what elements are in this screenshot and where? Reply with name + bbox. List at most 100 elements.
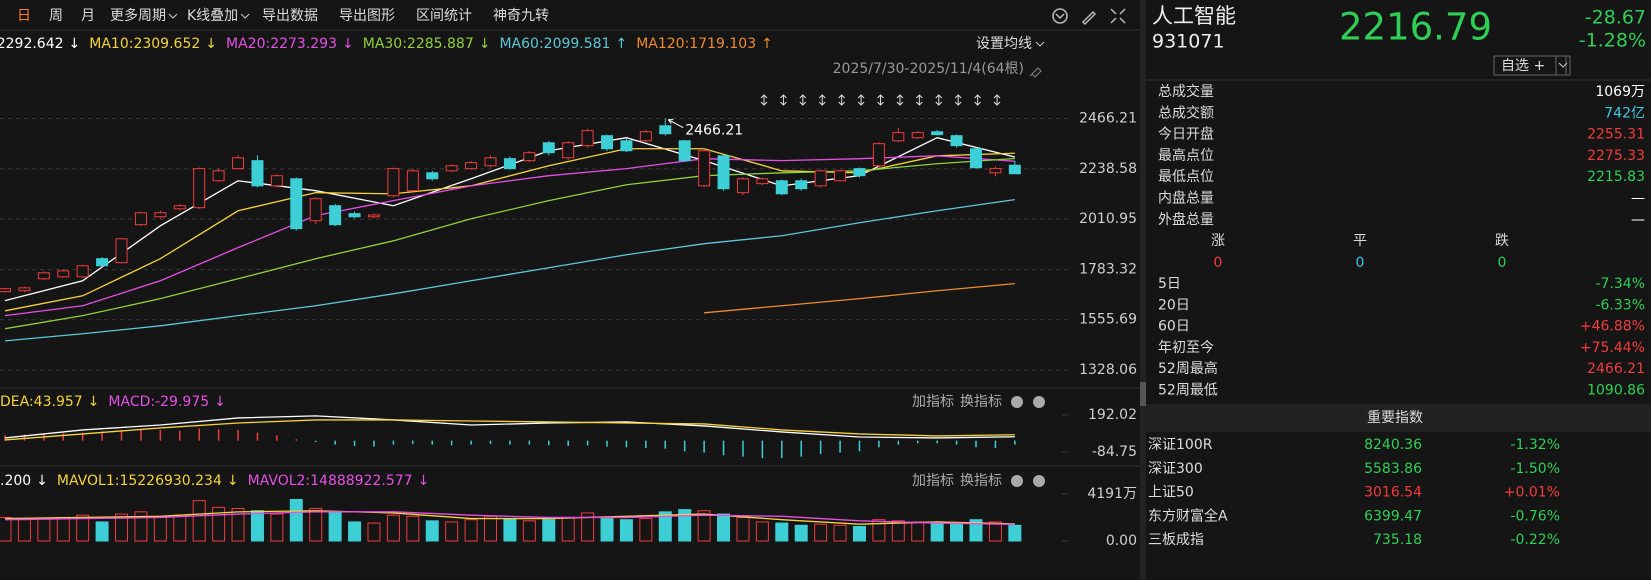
- candle-body: [484, 157, 497, 167]
- volume-bar: [950, 523, 964, 542]
- volume-bar: [794, 524, 808, 542]
- volume-bar: [309, 507, 323, 542]
- index-change: -1.32%: [1510, 437, 1560, 453]
- y-tick-label: 2466.21: [1079, 111, 1137, 127]
- index-name[interactable]: 上证50: [1148, 485, 1194, 501]
- candle-body: [309, 198, 322, 222]
- signal-icon: [838, 94, 846, 106]
- toolbar-action[interactable]: 区间统计: [416, 8, 472, 24]
- volume-bar: [775, 522, 789, 542]
- price-change: -28.67: [1585, 7, 1646, 29]
- period-tab[interactable]: 周: [49, 8, 63, 24]
- y-tick-label: -84.75: [1092, 444, 1137, 460]
- candle-body: [212, 170, 225, 182]
- menu[interactable]: 更多周期: [110, 7, 166, 24]
- settings-icon[interactable]: [1011, 475, 1023, 487]
- candle-body: [367, 214, 380, 218]
- stat-value: 2255.31: [1587, 127, 1645, 143]
- toolbar-action[interactable]: 神奇九转: [493, 7, 549, 24]
- volume-bar: [367, 522, 381, 542]
- candle-body: [736, 178, 749, 194]
- close-icon[interactable]: [1033, 475, 1045, 487]
- candle-body: [756, 178, 769, 185]
- volume-bar: [289, 498, 303, 542]
- pin-icon: [1029, 67, 1042, 78]
- settings-icon[interactable]: [1011, 396, 1023, 408]
- y-tick-label: 4191万: [1087, 486, 1137, 502]
- candle-body: [562, 142, 575, 159]
- volume-bar: [1008, 524, 1022, 542]
- index-name[interactable]: 三板成指: [1148, 532, 1204, 548]
- line-series: [4, 157, 1015, 330]
- candle-body: [601, 135, 614, 150]
- index-header-bg: [1146, 404, 1651, 432]
- candle-body: [115, 238, 128, 264]
- volume-bar: [134, 511, 148, 542]
- index-value: 5583.86: [1364, 461, 1422, 477]
- watch-button-frame[interactable]: [1493, 55, 1567, 76]
- index-value: 735.18: [1373, 532, 1422, 548]
- return-label: 60日: [1158, 319, 1190, 335]
- line-series: [4, 148, 1015, 312]
- candle-body: [814, 170, 827, 187]
- volume-bar: [542, 519, 556, 542]
- candle-body: [270, 175, 283, 187]
- candle-body: [57, 270, 70, 278]
- menu[interactable]: K线叠加: [187, 8, 238, 24]
- index-name[interactable]: 深证300: [1148, 461, 1203, 477]
- index-name[interactable]: 东方财富全A: [1148, 507, 1228, 524]
- period-tab[interactable]: 月: [81, 8, 95, 24]
- legend-entry: MACD:-29.975: [108, 394, 209, 410]
- volume-bar: [348, 521, 362, 542]
- scrollbar[interactable]: [1140, 0, 1146, 580]
- stat-value: 1069万: [1595, 84, 1645, 100]
- volume-bar: [833, 524, 847, 542]
- stat-value: 2275.33: [1587, 148, 1645, 164]
- volume-bar: [911, 521, 925, 542]
- watch-dropdown[interactable]: [1555, 55, 1571, 76]
- candle-body: [193, 168, 206, 209]
- signal-icon: [954, 94, 962, 106]
- legend-entry: MA20:2273.293: [226, 36, 337, 52]
- legend-arrow: ↑: [615, 36, 627, 52]
- volume-bar: [814, 523, 828, 542]
- volume-bar: [95, 521, 109, 542]
- breadth-count: 0: [1498, 255, 1507, 271]
- fullscreen-icon[interactable]: [1110, 8, 1126, 24]
- toolbar-action[interactable]: 导出图形: [339, 8, 395, 24]
- legend-arrow: ↓: [88, 394, 100, 410]
- period-tab[interactable]: 日: [17, 8, 31, 24]
- volume-bar: [988, 521, 1002, 542]
- scroll-thumb[interactable]: [1140, 382, 1146, 406]
- candle-body: [503, 158, 516, 170]
- watch-button[interactable]: 自选 +: [1501, 58, 1545, 74]
- collapse-icon[interactable]: [1052, 8, 1068, 24]
- volume-bar: [445, 521, 459, 542]
- index-title: 重要指数: [1367, 410, 1423, 426]
- annotation-arrow: [667, 119, 684, 129]
- collapse-chevron: [1055, 13, 1065, 20]
- last-price: 2216.79: [1339, 6, 1492, 49]
- volume-bar: [76, 514, 90, 542]
- indicator-button[interactable]: 换指标: [960, 393, 1002, 410]
- close-icon[interactable]: [1033, 396, 1045, 408]
- toolbar-icons[interactable]: [1052, 8, 1126, 26]
- signal-icon: [896, 94, 904, 106]
- candle-body: [717, 155, 730, 190]
- index-name[interactable]: 深证100R: [1148, 437, 1213, 453]
- signal-icon: [916, 94, 923, 106]
- line-series: [4, 415, 1015, 439]
- toolbar-action[interactable]: 导出数据: [262, 8, 318, 24]
- index-value: 8240.36: [1364, 437, 1422, 453]
- legend-arrow: ↓: [479, 36, 491, 52]
- brush-icon[interactable]: [1081, 10, 1097, 26]
- ma-settings[interactable]: 设置均线: [976, 36, 1032, 52]
- candle-body: [173, 205, 186, 210]
- indicator-button[interactable]: 加指标: [912, 473, 954, 489]
- line-series: [4, 419, 1015, 441]
- indicator-button[interactable]: 换指标: [960, 472, 1002, 489]
- indicator-button[interactable]: 加指标: [912, 394, 954, 410]
- candle-body: [795, 180, 808, 190]
